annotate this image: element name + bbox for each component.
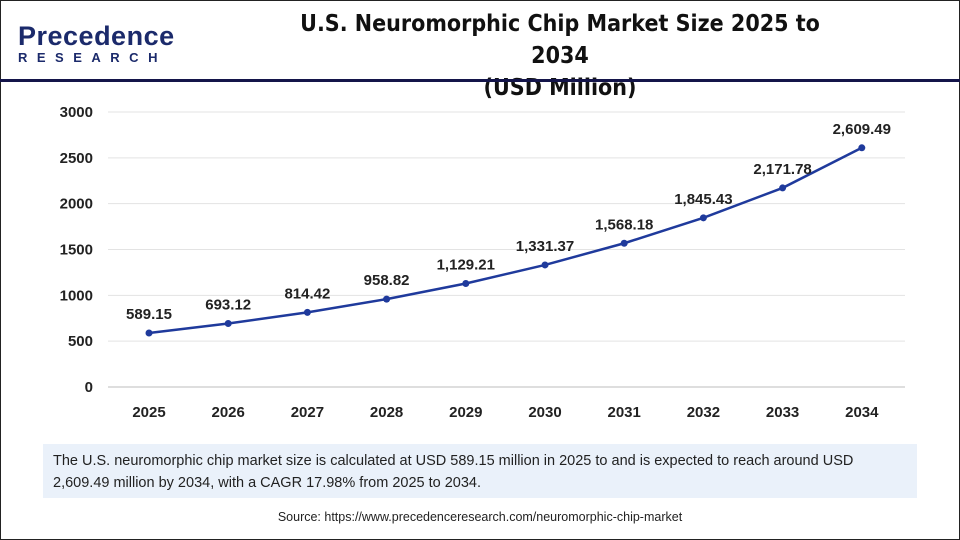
y-tick-label: 2500: [60, 150, 93, 167]
data-label: 1,331.37: [516, 238, 574, 255]
y-tick-label: 2000: [60, 196, 93, 213]
x-tick-label: 2031: [608, 404, 641, 421]
data-point: [699, 214, 707, 222]
logo: Precedence RESEARCH: [18, 22, 175, 65]
data-point: [858, 144, 866, 152]
data-point: [145, 329, 153, 337]
data-label: 589.15: [126, 306, 172, 323]
y-tick-label: 3000: [60, 104, 93, 121]
data-label: 814.42: [284, 285, 330, 302]
header-divider: [0, 79, 960, 82]
data-point: [779, 184, 787, 192]
data-label: 1,845.43: [674, 191, 732, 208]
x-tick-label: 2026: [212, 404, 245, 421]
data-point: [303, 308, 311, 316]
y-tick-label: 500: [68, 333, 93, 350]
data-label: 1,129.21: [437, 256, 495, 273]
x-tick-label: 2025: [132, 404, 165, 421]
x-tick-label: 2033: [766, 404, 799, 421]
logo-subtitle: RESEARCH: [18, 50, 167, 65]
data-point: [224, 319, 232, 327]
y-tick-label: 1500: [60, 242, 93, 259]
x-tick-label: 2030: [528, 404, 561, 421]
summary-note: The U.S. neuromorphic chip market size i…: [43, 444, 917, 498]
x-tick-label: 2027: [291, 404, 324, 421]
chart-title: U.S. Neuromorphic Chip Market Size 2025 …: [272, 8, 848, 104]
data-label: 1,568.18: [595, 216, 653, 233]
data-point: [541, 261, 549, 269]
data-label: 2,609.49: [833, 121, 891, 138]
data-label: 958.82: [364, 272, 410, 289]
y-tick-label: 1000: [60, 287, 93, 304]
x-tick-label: 2028: [370, 404, 403, 421]
logo-wordmark: Precedence: [18, 21, 175, 51]
data-label: 2,171.78: [753, 161, 811, 178]
x-tick-label: 2029: [449, 404, 482, 421]
data-point: [620, 239, 628, 247]
data-label: 693.12: [205, 296, 251, 313]
x-tick-label: 2032: [687, 404, 720, 421]
source-text: Source: https://www.precedenceresearch.c…: [277, 510, 683, 524]
x-tick-label: 2034: [845, 404, 879, 421]
title-line-1: U.S. Neuromorphic Chip Market Size 2025 …: [300, 11, 820, 69]
data-point: [462, 279, 470, 287]
y-tick-label: 0: [85, 379, 93, 396]
series-line: [148, 146, 863, 335]
data-point: [383, 295, 391, 303]
